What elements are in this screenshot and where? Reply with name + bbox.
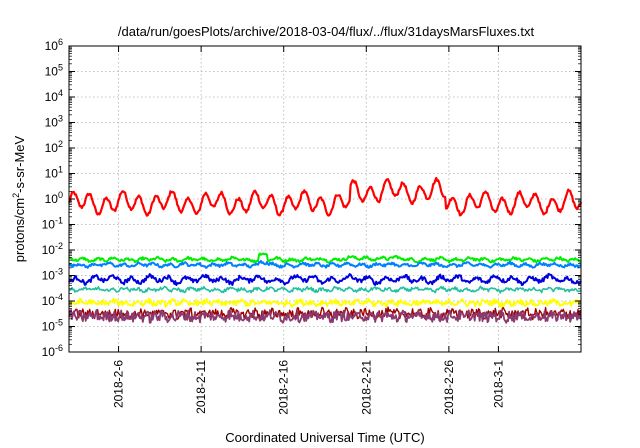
y-axis-label-units: -s-sr-MeV: [12, 135, 27, 192]
series-line-0: [67, 176, 583, 217]
y-tick-label: 103: [45, 114, 63, 130]
x-axis-ticks: 2018-2-6 2018-2-11 2018-2-16 2018-2-21 2018-…: [112, 46, 505, 415]
y-tick-label: 105: [45, 63, 63, 79]
x-tick-label: 2018-2-26: [442, 360, 456, 415]
x-tick-label: 2018-3-1: [491, 360, 505, 408]
series-line-5: [68, 297, 582, 308]
y-axis-ticks: 10-6 10-5 10-4 10-3 10-2 10-1 100 101 102 103 104 1…: [42, 37, 581, 359]
series-line-2: [68, 259, 582, 269]
y-axis-label-exponent: 2: [11, 193, 21, 198]
grid-lines: [69, 46, 581, 352]
y-tick-label: 104: [45, 88, 63, 104]
y-tick-label: 102: [45, 139, 63, 155]
chart-title: /data/run/goesPlots/archive/2018-03-04/f…: [118, 24, 535, 39]
y-tick-label: 10-1: [42, 216, 63, 232]
y-tick-label: 101: [45, 165, 63, 181]
y-tick-label: 10-2: [42, 241, 63, 257]
y-axis-label-main: protons/cm: [12, 198, 27, 262]
series-line-7: [68, 308, 582, 324]
y-tick-label: 10-3: [42, 267, 63, 283]
data-series: [67, 176, 583, 324]
y-axis-label: protons/cm2-s-sr-MeV: [11, 135, 27, 262]
series-line-1: [68, 252, 582, 264]
y-tick-label: 106: [45, 37, 63, 53]
x-tick-label: 2018-2-6: [112, 360, 126, 408]
y-tick-label: 100: [45, 190, 63, 206]
series-line-4: [68, 285, 582, 294]
x-tick-label: 2018-2-11: [194, 360, 208, 414]
x-tick-label: 2018-2-16: [277, 360, 291, 415]
x-axis-label: Coordinated Universal Time (UTC): [225, 430, 424, 445]
y-tick-label: 10-4: [42, 292, 63, 308]
x-tick-label: 2018-2-21: [359, 360, 373, 415]
y-tick-label: 10-5: [42, 318, 63, 334]
series-line-3: [68, 272, 582, 287]
y-tick-label: 10-6: [42, 343, 63, 359]
